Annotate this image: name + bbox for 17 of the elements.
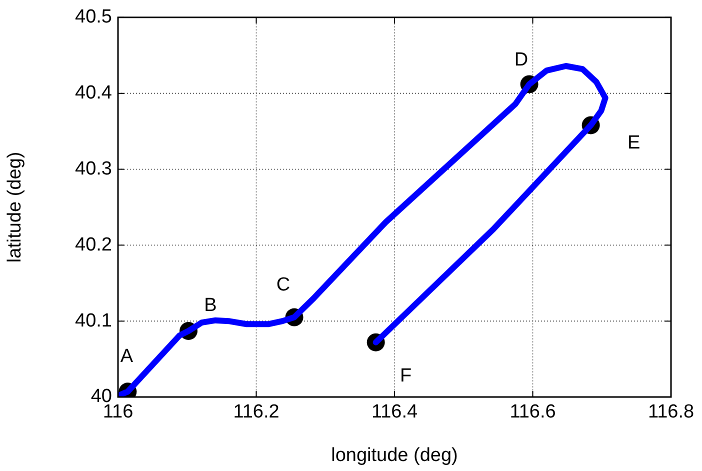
y-axis-title: latitude (deg) bbox=[4, 152, 26, 263]
annotation: F bbox=[400, 366, 412, 387]
x-tick-label: 116.6 bbox=[510, 402, 556, 423]
y-tick-label: 40.2 bbox=[75, 234, 112, 256]
x-tick-label: 116.4 bbox=[371, 402, 418, 423]
x-axis-title: longitude (deg) bbox=[331, 444, 458, 466]
y-tick-label: 40.3 bbox=[75, 158, 112, 180]
annotation: C bbox=[276, 274, 290, 296]
y-tick-label: 40.5 bbox=[75, 6, 112, 28]
annotation: D bbox=[514, 49, 528, 70]
x-tick-label: 116.8 bbox=[648, 402, 694, 423]
annotation: A bbox=[120, 346, 134, 367]
annotation: E bbox=[627, 132, 640, 154]
y-tick-label: 40.1 bbox=[75, 310, 112, 332]
annotation: B bbox=[204, 295, 217, 316]
y-tick-label: 40.4 bbox=[75, 82, 112, 104]
x-tick-label: 116.2 bbox=[233, 402, 280, 423]
